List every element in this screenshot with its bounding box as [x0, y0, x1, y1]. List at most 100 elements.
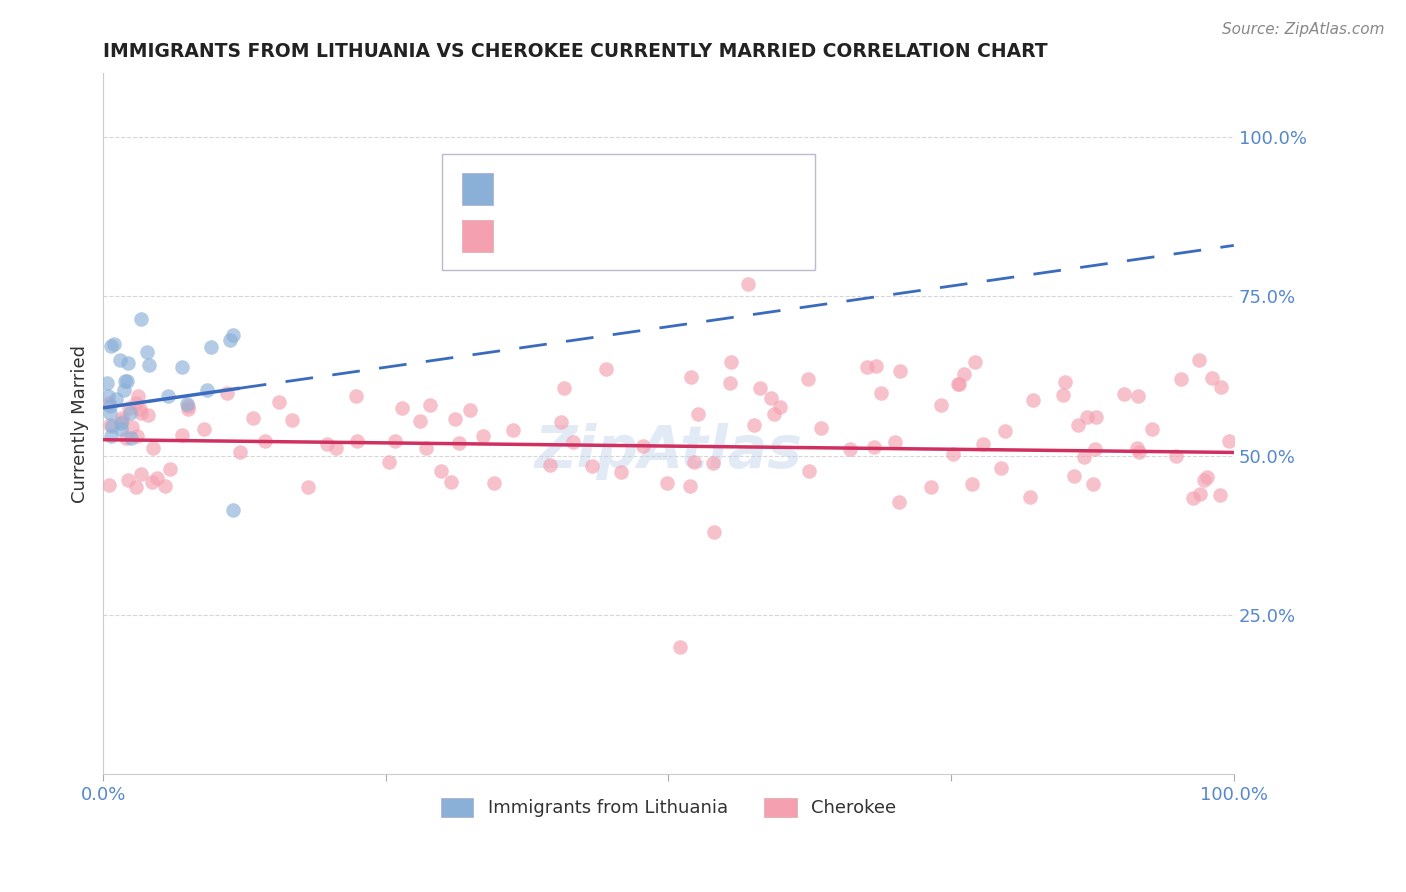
Point	[1128, 389, 1150, 403]
Point	[142, 442, 165, 456]
Point	[679, 369, 702, 384]
Point	[1128, 445, 1150, 459]
Point	[1209, 380, 1232, 394]
Point	[742, 418, 765, 433]
Point	[269, 395, 291, 409]
Point	[242, 411, 264, 425]
Point	[581, 459, 603, 474]
Point	[177, 401, 200, 416]
Point	[215, 386, 238, 401]
Point	[97, 389, 120, 403]
Point	[141, 475, 163, 489]
Point	[633, 439, 655, 453]
Point	[502, 423, 524, 437]
Point	[418, 398, 440, 412]
Point	[889, 494, 911, 508]
Point	[117, 473, 139, 487]
Point	[101, 418, 124, 433]
Point	[1181, 491, 1204, 506]
Point	[170, 428, 193, 442]
Point	[1170, 372, 1192, 386]
Point	[550, 415, 572, 429]
Point	[1084, 442, 1107, 457]
Point	[200, 340, 222, 354]
Point	[865, 359, 887, 373]
Point	[121, 419, 143, 434]
Point	[1201, 370, 1223, 384]
Text: 0.177: 0.177	[572, 179, 630, 199]
Point	[562, 434, 585, 449]
Point	[948, 376, 970, 391]
Point	[114, 431, 136, 445]
Point	[127, 389, 149, 403]
Point	[1066, 418, 1088, 433]
Point	[1114, 387, 1136, 401]
Point	[222, 327, 245, 342]
Point	[384, 434, 406, 448]
Point	[863, 441, 886, 455]
Point	[1073, 450, 1095, 465]
Point	[138, 358, 160, 372]
Point	[972, 436, 994, 450]
Point	[100, 429, 122, 443]
Point	[110, 422, 132, 436]
Point	[222, 502, 245, 516]
Point	[595, 361, 617, 376]
Point	[1188, 487, 1211, 501]
Point	[111, 411, 134, 425]
Point	[810, 421, 832, 435]
Point	[472, 429, 495, 443]
Point	[762, 407, 785, 421]
Point	[797, 372, 820, 386]
Point	[942, 447, 965, 461]
Point	[114, 374, 136, 388]
Point	[98, 417, 121, 432]
Point	[195, 383, 218, 397]
Point	[97, 478, 120, 492]
Point	[315, 437, 337, 451]
Point	[965, 354, 987, 368]
Point	[157, 389, 180, 403]
Point	[378, 455, 401, 469]
Point	[120, 431, 142, 445]
Point	[281, 413, 304, 427]
Point	[884, 435, 907, 450]
Point	[344, 389, 367, 403]
Point	[929, 398, 952, 412]
Point	[253, 434, 276, 449]
Y-axis label: Currently Married: Currently Married	[72, 345, 89, 503]
Point	[870, 386, 893, 401]
Point	[1052, 387, 1074, 401]
Point	[120, 406, 142, 420]
Point	[702, 456, 724, 470]
Point	[683, 455, 706, 469]
Point	[1126, 442, 1149, 456]
Point	[96, 376, 118, 390]
Point	[125, 480, 148, 494]
Point	[100, 339, 122, 353]
Text: N =: N =	[662, 179, 707, 199]
Point	[409, 414, 432, 428]
Point	[718, 376, 741, 390]
Point	[136, 345, 159, 359]
Point	[953, 368, 976, 382]
Text: 132: 132	[725, 227, 763, 245]
Point	[127, 429, 149, 443]
Point	[129, 402, 152, 417]
Point	[146, 470, 169, 484]
Point	[325, 441, 347, 455]
Point	[668, 640, 690, 654]
Point	[430, 464, 453, 478]
Point	[118, 401, 141, 416]
Point	[720, 355, 742, 369]
Point	[610, 465, 633, 479]
Point	[688, 407, 710, 421]
Point	[692, 210, 714, 224]
Point	[1084, 409, 1107, 424]
Text: R =: R =	[510, 179, 554, 199]
Point	[110, 414, 132, 428]
Point	[112, 384, 135, 398]
Point	[855, 360, 877, 375]
Point	[1140, 422, 1163, 436]
Point	[737, 277, 759, 291]
